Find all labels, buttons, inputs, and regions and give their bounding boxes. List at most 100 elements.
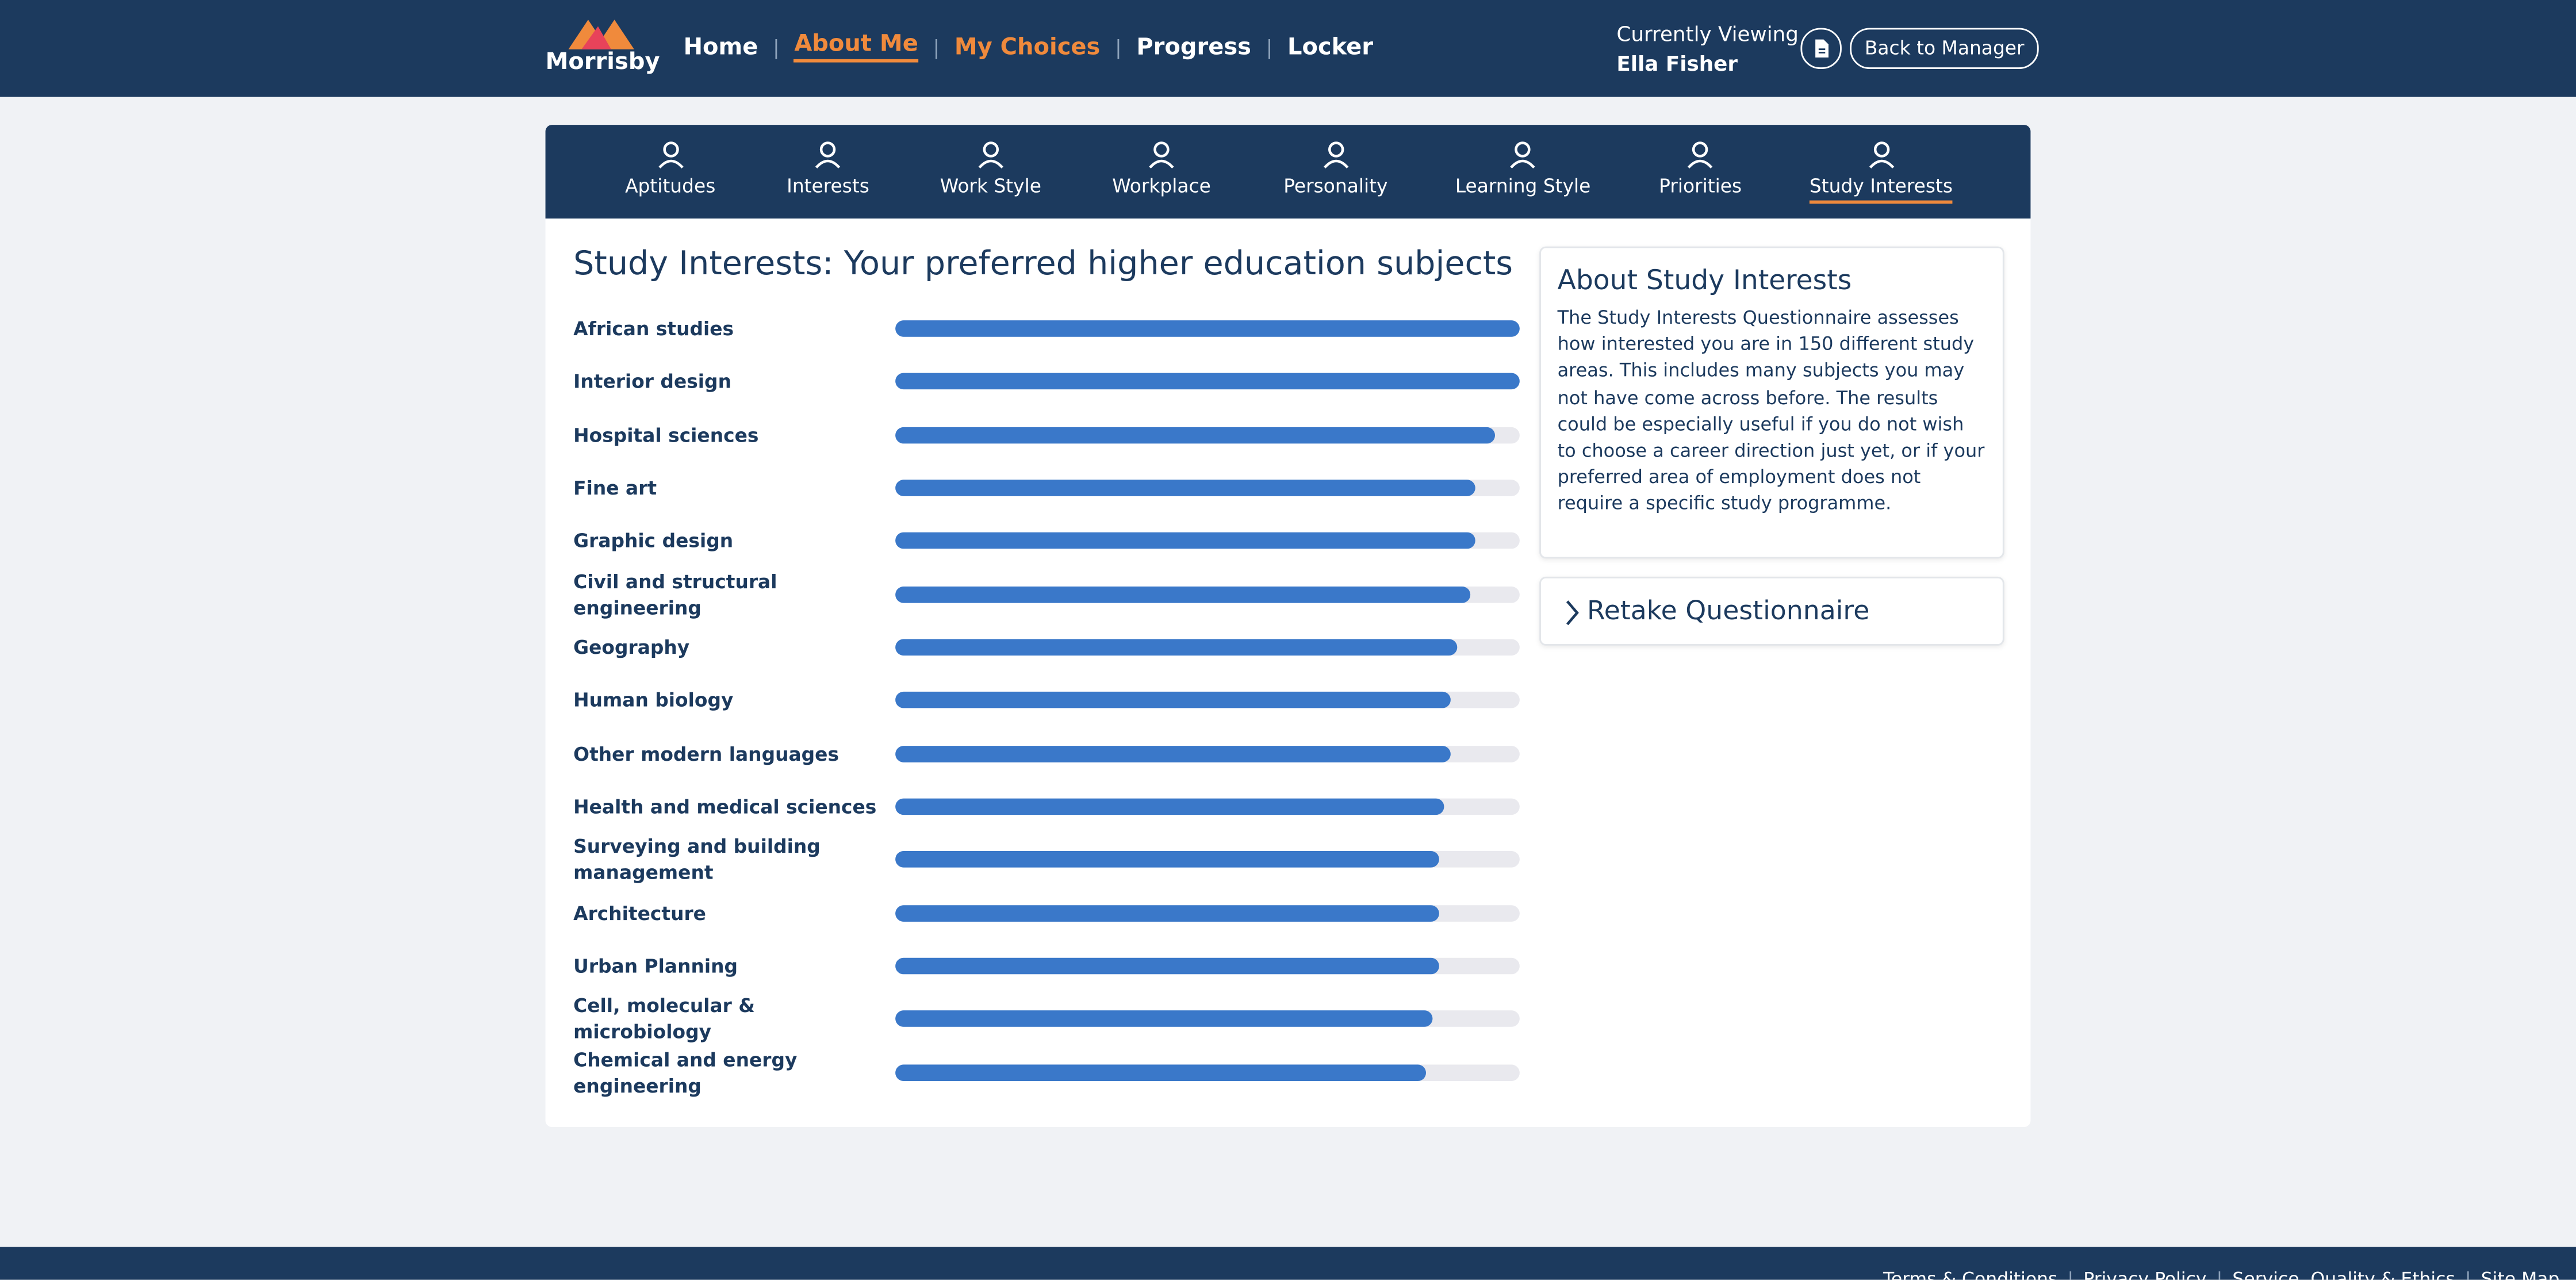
tab-label[interactable]: Personality	[1283, 174, 1388, 197]
page-title: Study Interests: Your preferred higher e…	[573, 243, 1513, 283]
bar-track	[895, 905, 1520, 921]
tab[interactable]: Interests	[787, 125, 869, 219]
subject-label: Health and medical sciences	[573, 795, 877, 818]
subject-label: Cell, molecular & microbiology	[573, 994, 755, 1044]
tab-bar: Aptitudes Interests Work Style Workplace Per…	[545, 125, 2031, 219]
tab[interactable]: Personality	[1283, 125, 1387, 219]
tab-icon	[978, 141, 1003, 169]
subject-label: Hospital sciences	[573, 423, 759, 447]
footer-link[interactable]: Site Map	[2481, 1268, 2560, 1280]
about-box: About Study Interests The Study Interest…	[1539, 246, 2004, 559]
bar-track	[895, 851, 1520, 868]
chevron	[1566, 599, 1579, 624]
bar-fill	[895, 1064, 1426, 1080]
bar-track	[895, 957, 1520, 975]
subject-label: Graphic design	[573, 529, 734, 553]
nav-link[interactable]: My Choices	[954, 33, 1101, 60]
tab-icon	[657, 141, 683, 169]
footer-link[interactable]: Service, Quality & Ethics	[2232, 1268, 2455, 1280]
nav-link[interactable]: Locker	[1287, 33, 1374, 60]
tab[interactable]: Priorities	[1659, 125, 1742, 219]
nav-separator: |	[773, 35, 780, 59]
tab-label[interactable]: Interests	[787, 174, 869, 197]
subject-label: Interior design	[573, 370, 732, 393]
tab[interactable]: Workplace	[1112, 125, 1211, 219]
nav-link[interactable]: Progress	[1136, 33, 1251, 60]
nav-link[interactable]: About Me	[794, 31, 918, 63]
nav: Home | About Me | My Choices | Progress | Locker	[683, 31, 1374, 63]
footer-separator: |	[2464, 1268, 2471, 1280]
viewing-name: Ella Fisher	[1616, 51, 1738, 76]
doc-icon	[1815, 39, 1828, 58]
tab-label[interactable]: Priorities	[1659, 174, 1742, 197]
footer-separator: |	[2216, 1268, 2223, 1280]
back-button[interactable]: Back to Manager	[1850, 28, 2040, 70]
nav-separator: |	[933, 35, 940, 59]
retake-label[interactable]: Retake Questionnaire	[1587, 595, 1870, 626]
tab-icon	[1688, 141, 1713, 169]
subject-label: African studies	[573, 317, 734, 340]
bar-fill	[895, 532, 1476, 550]
subject-label: Human biology	[573, 688, 734, 712]
bar-track	[895, 745, 1520, 762]
bar-track	[895, 1064, 1520, 1080]
logo-mark	[568, 20, 634, 49]
tab-icon	[815, 141, 841, 169]
footer-separator: |	[2067, 1268, 2074, 1280]
bar-fill	[895, 639, 1458, 656]
bar-fill	[895, 745, 1451, 762]
nav-link[interactable]: Home	[683, 33, 758, 60]
bar-fill	[895, 692, 1451, 709]
retake-box[interactable]: Retake Questionnaire	[1539, 576, 2004, 646]
footer: Terms & Conditions | Privacy Policy | Servic…	[0, 1247, 2576, 1280]
tab-label[interactable]: Learning Style	[1455, 174, 1591, 197]
bar-fill	[895, 851, 1439, 868]
subject-label: Chemical and energy engineering	[573, 1047, 798, 1097]
viewing-label: Currently Viewing	[1616, 21, 1799, 46]
bar-track	[895, 532, 1520, 550]
tab-icon	[1149, 141, 1174, 169]
bar-track	[895, 1010, 1520, 1028]
tab-label[interactable]: Aptitudes	[625, 174, 716, 197]
tab[interactable]: Aptitudes	[625, 125, 715, 219]
footer-link[interactable]: Terms & Conditions	[1883, 1268, 2058, 1280]
footer-link[interactable]: Privacy Policy	[2083, 1268, 2207, 1280]
tab[interactable]: Learning Style	[1455, 125, 1591, 219]
bar-fill	[895, 480, 1476, 496]
report-button[interactable]	[1800, 28, 1842, 70]
tab-label[interactable]: Workplace	[1112, 174, 1211, 197]
tab-icon	[1323, 141, 1348, 169]
about-title: About Study Interests	[1557, 265, 1852, 296]
tab-label[interactable]: Study Interests	[1809, 174, 1953, 204]
tab[interactable]: Study Interests	[1809, 125, 1953, 219]
logo-text[interactable]: Morrisby	[545, 49, 660, 76]
bar-track	[895, 480, 1520, 496]
footer-links: Terms & Conditions | Privacy Policy | Servic…	[1883, 1268, 2559, 1280]
bar-fill	[895, 585, 1470, 603]
bar-track	[895, 798, 1520, 815]
nav-separator: |	[1115, 35, 1122, 59]
tab-icon	[1868, 141, 1894, 169]
subject-label: Geography	[573, 635, 690, 659]
viewing: Currently Viewing Ella Fisher	[1616, 20, 1799, 79]
subject-label: Other modern languages	[573, 742, 839, 765]
subject-label: Urban Planning	[573, 954, 738, 978]
bar-fill	[895, 426, 1495, 443]
bar-fill	[895, 798, 1445, 815]
bar-fill	[895, 373, 1520, 390]
bar-fill	[895, 957, 1439, 975]
tab-icon	[1510, 141, 1536, 169]
subject-label: Architecture	[573, 901, 706, 925]
about-text: The Study Interests Questionnaire assess…	[1557, 307, 1985, 515]
bar-track	[895, 585, 1520, 603]
bar-fill	[895, 1010, 1432, 1028]
bar-track	[895, 426, 1520, 443]
bar-track	[895, 320, 1520, 337]
bar-track	[895, 639, 1520, 656]
subject-label: Surveying and building management	[573, 835, 821, 884]
tab[interactable]: Work Style	[940, 125, 1041, 219]
bar-fill	[895, 320, 1520, 337]
tab-label[interactable]: Work Style	[940, 174, 1041, 197]
